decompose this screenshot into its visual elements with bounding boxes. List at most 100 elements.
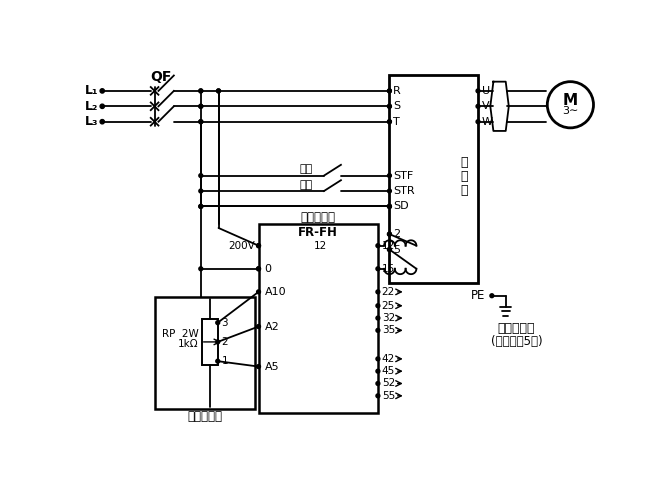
- Circle shape: [490, 294, 494, 298]
- Text: 22: 22: [382, 287, 395, 297]
- Text: 5: 5: [393, 244, 400, 255]
- Circle shape: [376, 304, 380, 307]
- Circle shape: [199, 120, 203, 123]
- Text: 2: 2: [393, 229, 401, 239]
- Text: L₁: L₁: [85, 84, 98, 98]
- Bar: [389, 76, 478, 284]
- Text: (最多可接5台): (最多可接5台): [490, 335, 543, 348]
- Circle shape: [199, 204, 203, 208]
- Circle shape: [387, 247, 391, 251]
- Text: R: R: [393, 86, 401, 96]
- Circle shape: [257, 267, 260, 271]
- Circle shape: [257, 244, 260, 247]
- Circle shape: [476, 120, 480, 123]
- Circle shape: [387, 174, 391, 178]
- Text: L₃: L₃: [85, 115, 98, 128]
- Text: M: M: [563, 93, 578, 108]
- Circle shape: [376, 290, 380, 294]
- Text: A5: A5: [265, 362, 280, 371]
- Text: 反转: 反转: [299, 180, 312, 190]
- Circle shape: [387, 204, 391, 208]
- Text: T: T: [393, 117, 400, 127]
- Circle shape: [257, 267, 260, 271]
- Text: 器: 器: [460, 183, 468, 197]
- Text: 频: 频: [460, 170, 468, 183]
- Text: 比率设定笱: 比率设定笱: [300, 211, 335, 224]
- Circle shape: [387, 247, 391, 251]
- Circle shape: [199, 104, 203, 108]
- Text: 45: 45: [382, 366, 395, 376]
- Circle shape: [216, 340, 219, 344]
- Circle shape: [257, 365, 260, 368]
- Text: PE: PE: [472, 289, 486, 302]
- Circle shape: [387, 104, 391, 108]
- Circle shape: [547, 81, 593, 128]
- Text: 3∼: 3∼: [562, 106, 579, 116]
- Circle shape: [376, 244, 380, 247]
- Text: 1: 1: [221, 356, 228, 366]
- Circle shape: [216, 321, 219, 325]
- Circle shape: [199, 89, 203, 93]
- Text: RP  2W: RP 2W: [162, 329, 199, 339]
- Circle shape: [199, 120, 203, 123]
- Circle shape: [216, 359, 219, 363]
- Text: SD: SD: [393, 202, 409, 211]
- Text: STR: STR: [393, 186, 415, 196]
- Circle shape: [257, 244, 260, 247]
- Circle shape: [257, 290, 260, 294]
- Circle shape: [199, 204, 203, 208]
- Text: 200V: 200V: [229, 241, 256, 251]
- Text: 1kΩ: 1kΩ: [178, 339, 199, 349]
- Text: 15: 15: [382, 264, 395, 274]
- Circle shape: [387, 89, 391, 93]
- Circle shape: [387, 120, 391, 123]
- Text: 其他变频器: 其他变频器: [498, 322, 535, 335]
- Text: QF: QF: [150, 70, 171, 84]
- Circle shape: [199, 174, 203, 178]
- Circle shape: [476, 89, 480, 93]
- Circle shape: [217, 89, 220, 93]
- Circle shape: [387, 120, 391, 123]
- Circle shape: [387, 89, 391, 93]
- Circle shape: [217, 89, 220, 93]
- Bar: [202, 319, 217, 365]
- Text: 主速设定笱: 主速设定笱: [187, 410, 222, 423]
- Circle shape: [387, 204, 391, 208]
- Circle shape: [100, 120, 104, 124]
- Circle shape: [376, 369, 380, 373]
- Circle shape: [387, 189, 391, 193]
- Circle shape: [376, 394, 380, 398]
- Text: U: U: [482, 86, 490, 96]
- Text: S: S: [393, 102, 401, 111]
- Text: 正转: 正转: [299, 164, 312, 174]
- Circle shape: [387, 232, 391, 236]
- Text: 12: 12: [382, 241, 395, 251]
- Circle shape: [376, 267, 380, 271]
- Circle shape: [387, 232, 391, 236]
- Circle shape: [376, 382, 380, 386]
- Text: 变: 变: [460, 156, 468, 169]
- Text: 2: 2: [221, 337, 228, 347]
- Circle shape: [199, 189, 203, 193]
- Bar: [258, 224, 378, 413]
- Text: A10: A10: [265, 287, 286, 297]
- Text: 32: 32: [382, 313, 395, 323]
- Circle shape: [100, 104, 104, 108]
- Text: FR-FH: FR-FH: [298, 226, 338, 239]
- Text: V: V: [482, 102, 490, 111]
- Circle shape: [199, 267, 203, 271]
- Circle shape: [376, 316, 380, 320]
- Text: 35: 35: [382, 325, 395, 335]
- Text: STF: STF: [393, 171, 413, 181]
- Circle shape: [387, 204, 391, 208]
- Circle shape: [376, 328, 380, 332]
- Text: 52: 52: [382, 379, 395, 388]
- Text: A2: A2: [265, 322, 280, 331]
- Text: 0: 0: [265, 264, 272, 274]
- Circle shape: [387, 104, 391, 108]
- Bar: [155, 297, 255, 409]
- Text: 55: 55: [382, 391, 395, 401]
- Circle shape: [199, 104, 203, 108]
- Text: L₂: L₂: [85, 100, 98, 113]
- Circle shape: [100, 89, 104, 93]
